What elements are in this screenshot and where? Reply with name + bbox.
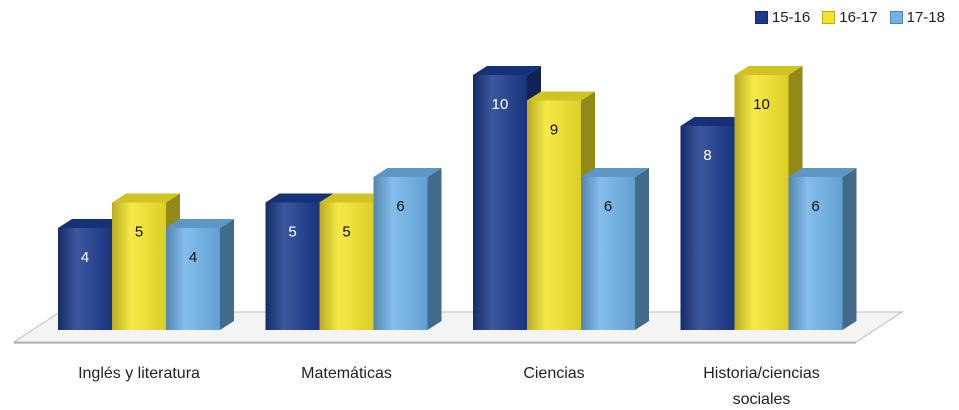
category-label-1: Matemáticas [301, 365, 392, 382]
legend-swatch-17-18 [889, 11, 903, 24]
bar-17-18-2 [581, 177, 635, 330]
legend-label-16-17: 16-17 [839, 9, 878, 26]
bar-value-label-15-16-0: 4 [81, 249, 89, 266]
chart-legend: 15-16 16-17 17-18 [754, 9, 945, 26]
bar-value-label-17-18-1: 6 [396, 198, 404, 215]
bar-top-15-16-0 [58, 219, 126, 228]
bar-value-label-15-16-3: 8 [703, 147, 711, 164]
legend-item-17-18: 17-18 [889, 9, 945, 26]
data-labels: 4 5 4 5 5 6 10 9 6 8 10 6 [81, 96, 820, 266]
bar-value-label-16-17-0: 5 [135, 224, 143, 241]
bar-15-16-0 [58, 228, 112, 330]
bar-top-16-17-1 [319, 193, 388, 203]
bar-15-16-1 [265, 202, 320, 330]
bar-group [58, 66, 857, 330]
bar-17-18-0 [166, 228, 220, 330]
bar-16-17-2 [527, 100, 581, 330]
bar-value-label-15-16-1: 5 [288, 224, 296, 241]
bar-16-17-1 [319, 202, 374, 330]
category-label-0: Inglés y literatura [78, 365, 200, 382]
legend-label-17-18: 17-18 [906, 9, 945, 26]
bar-top-16-17-0 [112, 193, 180, 203]
legend-swatch-15-16 [754, 11, 768, 24]
bar-top-15-16-2 [473, 66, 541, 75]
category-label-2: Ciencias [523, 365, 584, 382]
legend-item-15-16: 15-16 [754, 9, 811, 26]
bar-value-label-15-16-2: 10 [492, 96, 509, 113]
bar-value-label-17-18-0: 4 [189, 249, 197, 266]
bar-side-17-18-1 [427, 168, 442, 330]
bar-top-17-18-0 [166, 219, 234, 228]
floor-plane [12, 311, 904, 343]
bar-17-18-1 [373, 177, 428, 330]
bar-top-16-17-2 [527, 91, 595, 101]
legend-label-15-16: 15-16 [771, 9, 811, 26]
category-label-3-line0: Historia/ciencias [703, 365, 819, 382]
bar-value-label-16-17-1: 5 [342, 224, 350, 241]
bar-side-17-18-0 [220, 219, 234, 330]
bar-16-17-3 [734, 75, 789, 330]
bar-15-16-3 [680, 126, 735, 330]
bar-top-17-18-2 [581, 168, 649, 177]
bar-value-label-16-17-2: 9 [550, 122, 558, 139]
legend-swatch-16-17 [822, 11, 836, 24]
bar-top-16-17-3 [734, 66, 803, 75]
bar-side-17-18-3 [842, 168, 857, 330]
bar-value-label-16-17-3: 10 [753, 96, 770, 113]
bar-top-17-18-1 [373, 168, 442, 177]
category-label-3-line1: sociales [733, 391, 791, 408]
bar-side-17-18-2 [635, 168, 649, 330]
bar-top-15-16-1 [265, 193, 334, 203]
bar-top-15-16-3 [680, 117, 749, 126]
chart-floor [12, 311, 904, 344]
category-labels: Inglés y literatura Matemáticas Ciencias Hi… [78, 365, 820, 408]
bar-top-17-18-3 [788, 168, 857, 177]
bar-16-17-0 [112, 202, 166, 330]
legend-item-16-17: 16-17 [822, 9, 878, 26]
bar-17-18-3 [788, 177, 843, 330]
bar-value-label-17-18-3: 6 [811, 198, 819, 215]
bar-15-16-2 [473, 75, 527, 330]
bar-value-label-17-18-2: 6 [604, 198, 612, 215]
